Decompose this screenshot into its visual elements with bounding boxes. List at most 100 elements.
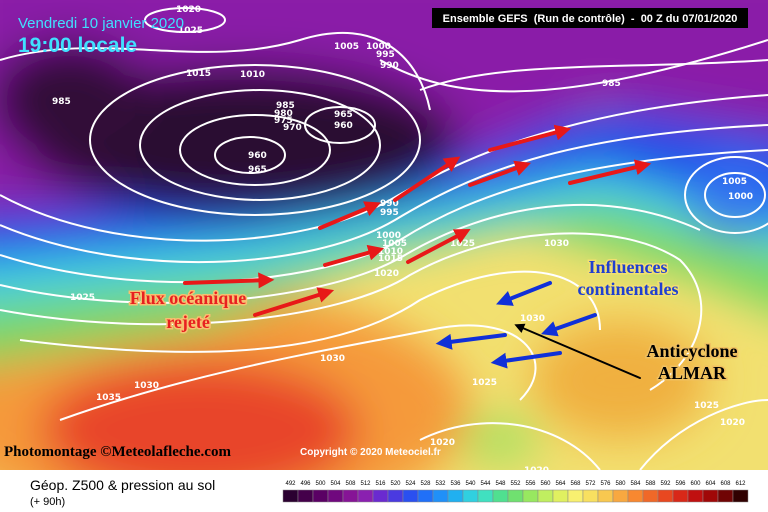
scale-swatch (372, 489, 389, 503)
isobars (0, 7, 768, 470)
isobar-label: 1025 (70, 293, 95, 303)
scale-label: 504 (330, 481, 341, 487)
isobar-label: 1015 (378, 254, 403, 264)
scale-label: 576 (600, 481, 611, 487)
black-arrow (514, 323, 641, 379)
scale-swatch (297, 489, 314, 503)
isobar-label: 1025 (450, 239, 475, 249)
scale-swatch (687, 489, 704, 503)
red-arrow (323, 244, 385, 267)
scale-swatch (387, 489, 404, 503)
scale-swatch (672, 489, 689, 503)
isobar-label: 1000 (728, 192, 753, 202)
isobar-label: 1030 (134, 381, 159, 391)
scale-label: 592 (660, 481, 671, 487)
scale-label: 572 (585, 481, 596, 487)
run-box (432, 8, 748, 28)
scale-swatch (342, 489, 359, 503)
isobar-label: 1010 (240, 70, 265, 80)
scale-swatch (357, 489, 374, 503)
isobar-label: 985 (276, 101, 295, 111)
scale-swatch (507, 489, 524, 503)
scale-label: 536 (450, 481, 461, 487)
scale-swatch (657, 489, 674, 503)
isobar-label: 1005 (334, 42, 359, 52)
scale-swatch (567, 489, 584, 503)
isobar-label: 995 (380, 208, 399, 218)
scale-label: 496 (300, 481, 311, 487)
scale-swatch (537, 489, 554, 503)
scale-swatch (432, 489, 449, 503)
scale-label: 516 (375, 481, 386, 487)
scale-swatch (627, 489, 644, 503)
isobar-label: 1005 (722, 177, 747, 187)
scale-label: 596 (675, 481, 686, 487)
isobar-label: 960 (248, 151, 267, 161)
scale-swatch (702, 489, 719, 503)
red-arrow (253, 287, 335, 317)
scale-label: 500 (315, 481, 326, 487)
scale-swatch (582, 489, 599, 503)
footer-title: Géop. Z500 & pression au sol (30, 477, 215, 493)
red-arrow (406, 229, 471, 264)
footer-lead: (+ 90h) (30, 496, 65, 508)
annotation: Flux océanique (130, 288, 247, 308)
red-arrow (568, 159, 652, 185)
scale-swatch (642, 489, 659, 503)
isobar-label: 995 (376, 50, 395, 60)
isobar-label: 1000 (366, 42, 391, 52)
scale-swatch (402, 489, 419, 503)
scale-label: 512 (360, 481, 371, 487)
isobar-label: 1020 (524, 466, 549, 476)
scale-label: 580 (615, 481, 626, 487)
scale-label: 604 (705, 481, 716, 487)
scale-swatch (612, 489, 629, 503)
isobar-label: 1010 (378, 247, 403, 257)
scale-swatch (522, 489, 539, 503)
red-arrow (183, 272, 275, 289)
isobar-label: 990 (380, 61, 399, 71)
blue-arrow (435, 333, 507, 350)
red-arrow (468, 160, 532, 187)
photomontage: Photomontage ©Meteolafleche.com (4, 444, 231, 460)
isobar-label: 1035 (96, 393, 121, 403)
blue-arrow (496, 281, 552, 306)
scale-label: 492 (285, 481, 296, 487)
red-arrow (488, 124, 572, 152)
isobar-label: 985 (602, 79, 621, 89)
scale-swatch (552, 489, 569, 503)
isobar-label: 1030 (544, 239, 569, 249)
run-info: Ensemble GEFS (Run de contrôle) - 00 Z d… (443, 13, 738, 25)
scale-swatch (312, 489, 329, 503)
scale-swatch (447, 489, 464, 503)
annotation: continentales (578, 279, 679, 299)
annotation: Anticyclone (647, 341, 738, 361)
scale-swatch (717, 489, 734, 503)
scale-label: 540 (465, 481, 476, 487)
time: 19:00 locale (18, 34, 137, 57)
scale-label: 584 (630, 481, 641, 487)
annotation: rejeté (166, 312, 210, 332)
copyright: Copyright © 2020 Meteociel.fr (300, 447, 441, 458)
isobar-label: 1030 (320, 354, 345, 364)
date: Vendredi 10 janvier 2020 (18, 15, 184, 32)
annotation: ALMAR (658, 363, 727, 383)
scale-label: 524 (405, 481, 416, 487)
scale-label: 612 (735, 481, 746, 487)
scale-label: 600 (690, 481, 701, 487)
scale-label: 548 (495, 481, 506, 487)
isobar-label: 990 (380, 199, 399, 209)
scale-swatch (282, 489, 299, 503)
blue-arrow (490, 351, 562, 369)
isobar-label: 960 (334, 121, 353, 131)
scale-label: 560 (540, 481, 551, 487)
isobar-label: 1005 (382, 239, 407, 249)
scale-swatch (462, 489, 479, 503)
scale-label: 568 (570, 481, 581, 487)
isobar-label: 1025 (178, 26, 203, 36)
scale-swatch (597, 489, 614, 503)
isobar-label: 1030 (520, 314, 545, 324)
blue-arrow (540, 313, 597, 337)
